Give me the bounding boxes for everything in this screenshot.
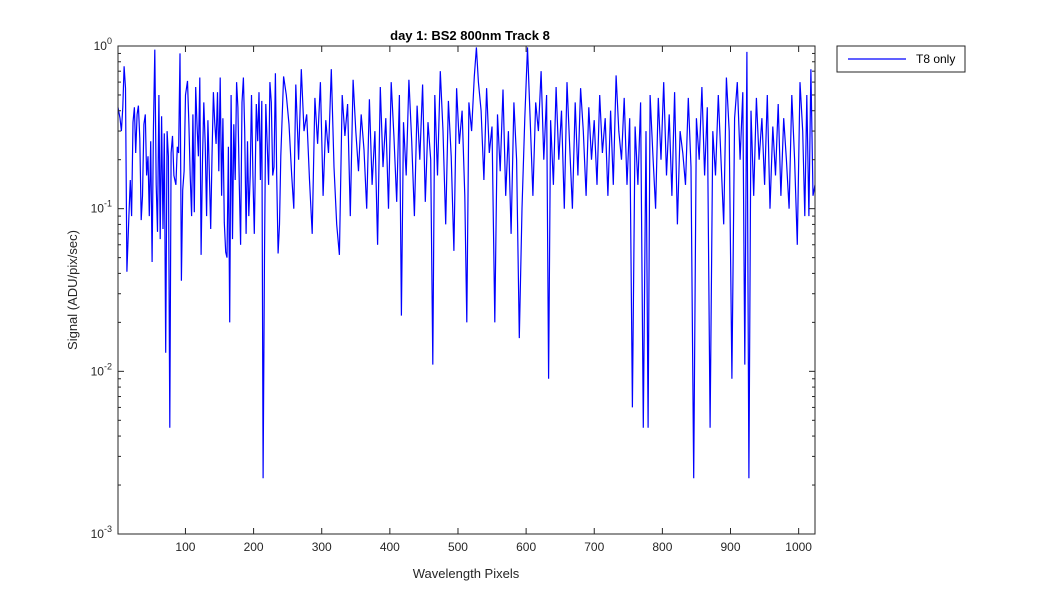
y-tick-label: 10-1 (91, 199, 112, 216)
legend: T8 only (836, 45, 966, 73)
x-tick-label: 1000 (785, 540, 812, 554)
x-axis-title: Wavelength Pixels (413, 566, 520, 581)
y-axis: 10-3 10-2 10-1 100 (91, 36, 815, 541)
x-tick-label: 700 (584, 540, 604, 554)
x-tick-label: 500 (448, 540, 468, 554)
x-tick-label: 300 (312, 540, 332, 554)
x-tick-label: 800 (652, 540, 672, 554)
y-tick-label: 100 (94, 36, 112, 53)
y-tick-label: 10-2 (91, 361, 112, 378)
x-tick-label: 100 (175, 540, 195, 554)
series-layer (117, 47, 816, 479)
chart-title: day 1: BS2 800nm Track 8 (390, 28, 550, 43)
y-tick-label: 10-3 (91, 524, 112, 541)
x-axis: 100 200 300 400 500 600 700 800 900 1000 (175, 46, 812, 554)
x-tick-label: 600 (516, 540, 536, 554)
x-tick-label: 200 (244, 540, 264, 554)
plot-frame (117, 45, 816, 535)
x-tick-label: 400 (380, 540, 400, 554)
y-axis-title: Signal (ADU/pix/sec) (65, 230, 80, 350)
x-tick-label: 900 (720, 540, 740, 554)
legend-label: T8 only (916, 52, 955, 66)
series-line-0 (117, 47, 816, 479)
